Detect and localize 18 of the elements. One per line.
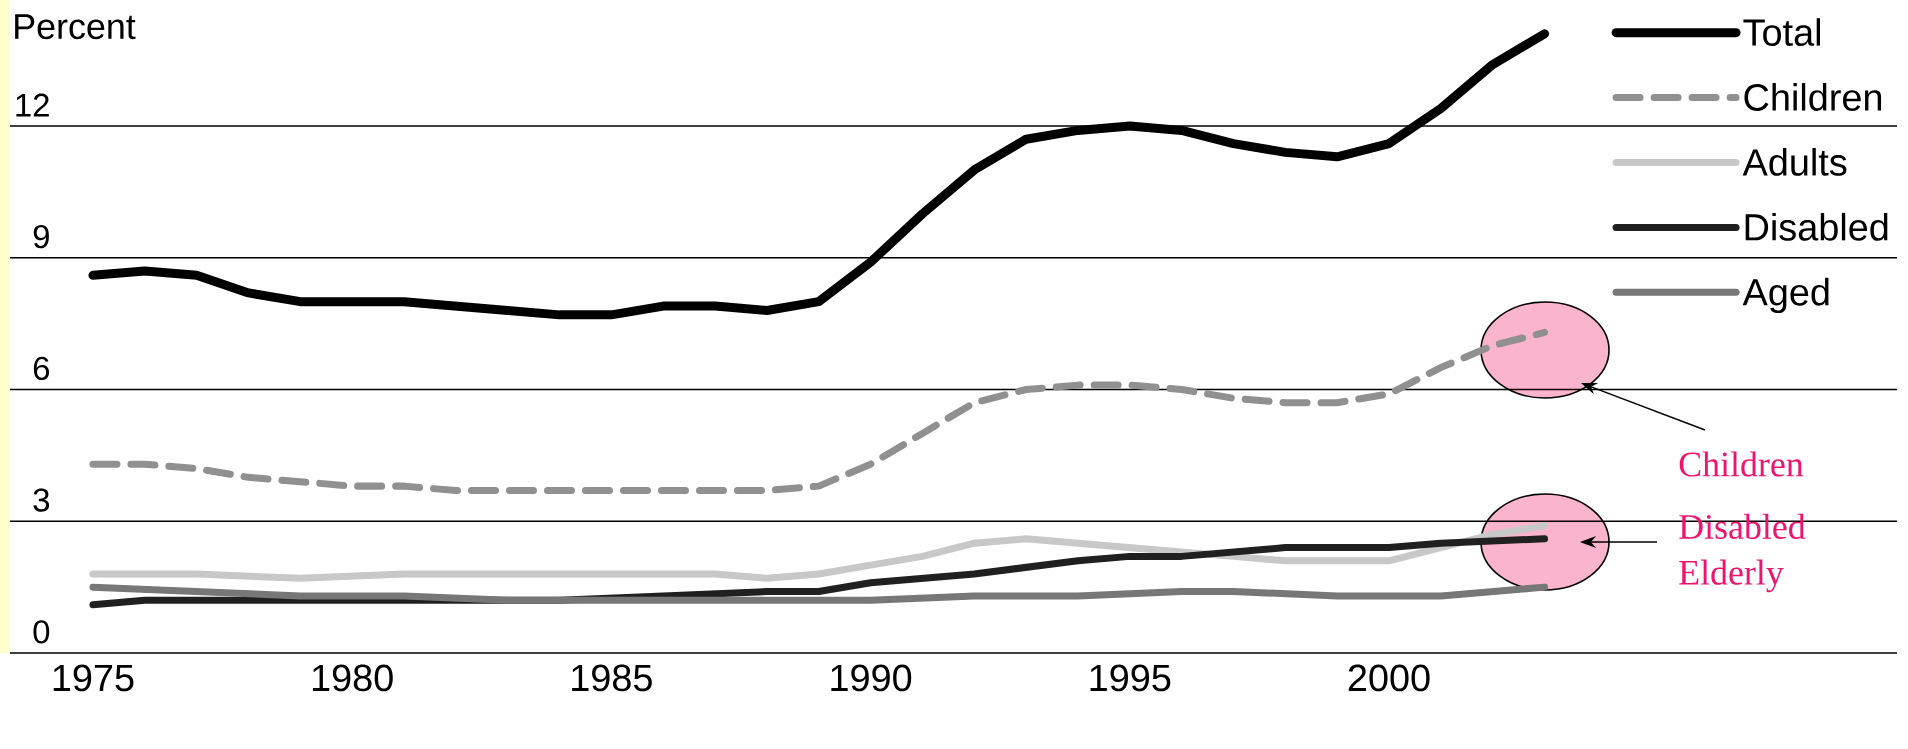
y-axis-title: Percent	[15, 14, 136, 40]
x-tick-label: 1975	[53, 664, 134, 692]
annotation: Children	[1679, 451, 1804, 477]
y-tick-label: 12	[16, 93, 49, 117]
y-tick-label: 0	[33, 620, 50, 644]
legend-label: Adults	[1742, 148, 1847, 176]
y-tick-label: 3	[33, 488, 50, 512]
x-tick-label: 1980	[312, 664, 393, 692]
legend-label: Aged	[1742, 277, 1829, 314]
y-tick-label: 6	[33, 356, 50, 380]
legend-label: Disabled	[1745, 212, 1888, 241]
legend-label: Children	[1744, 83, 1882, 111]
x-tick-label: 1985	[572, 664, 652, 692]
x-tick-label: 1995	[1090, 664, 1171, 692]
x-tick-label: 1990	[831, 664, 912, 692]
legend-label: Total	[1743, 18, 1821, 46]
x-tick-label: 2000	[1348, 664, 1430, 692]
y-tick-label: 9	[33, 224, 49, 249]
